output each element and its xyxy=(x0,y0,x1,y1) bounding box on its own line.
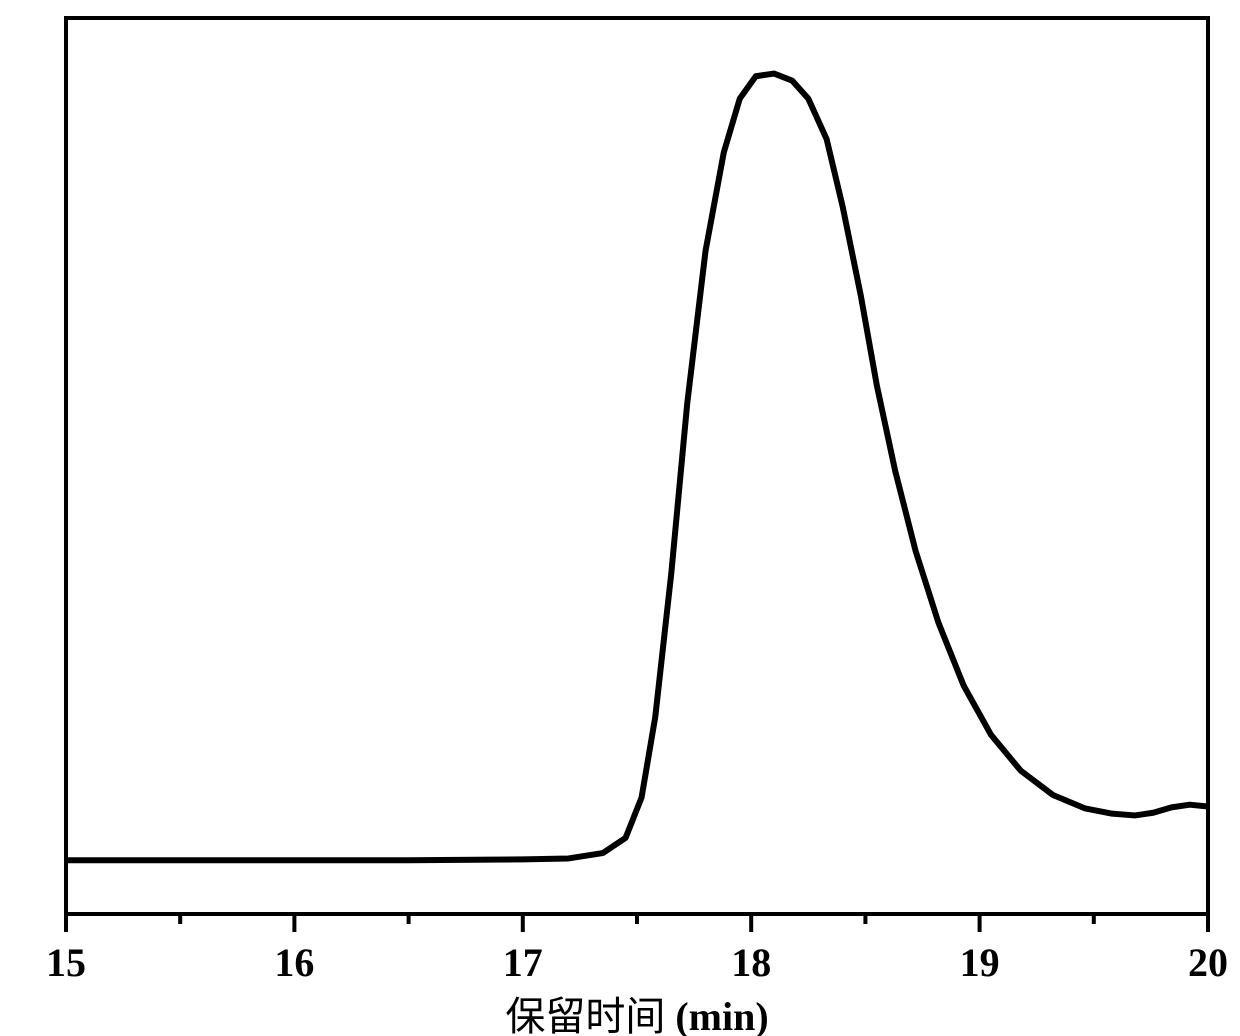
svg-text:15: 15 xyxy=(46,940,86,985)
chromatogram-chart: 15 16 17 18 19 20 保留时间 (min) xyxy=(0,0,1240,1036)
svg-text:18: 18 xyxy=(731,940,771,985)
svg-text:19: 19 xyxy=(960,940,1000,985)
svg-text:保留时间 (min): 保留时间 (min) xyxy=(505,994,768,1036)
svg-text:17: 17 xyxy=(503,940,543,985)
chart-svg: 15 16 17 18 19 20 保留时间 (min) xyxy=(0,0,1240,1036)
svg-text:16: 16 xyxy=(274,940,314,985)
svg-text:20: 20 xyxy=(1188,940,1228,985)
